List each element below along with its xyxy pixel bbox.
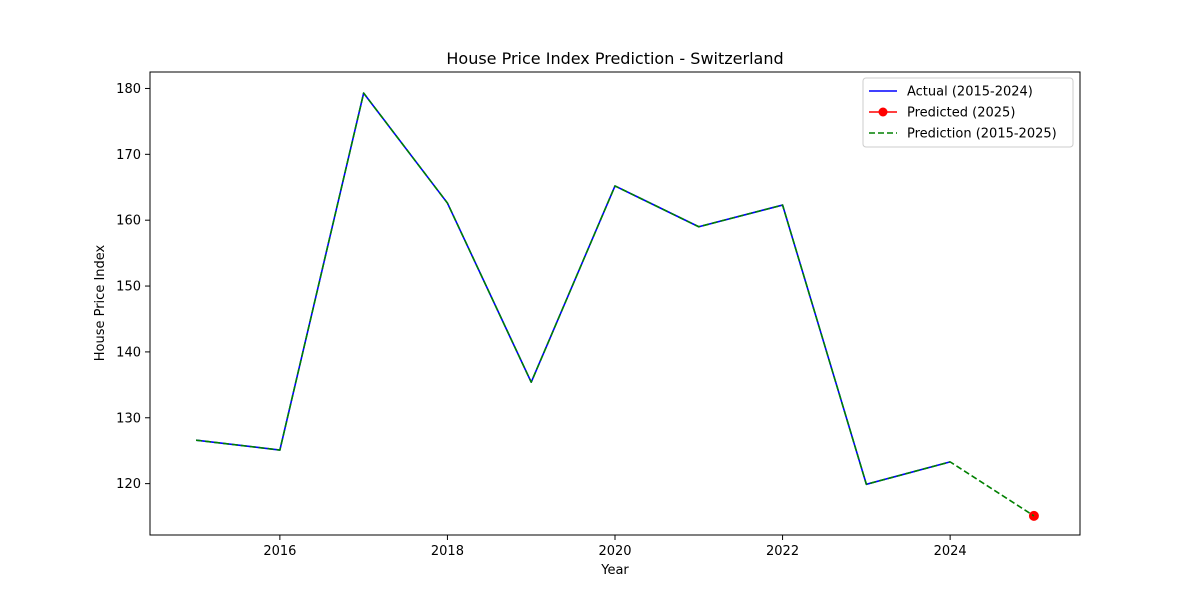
axes: 2016 2018 2020 2022 2024 120 130 140 150 160 170 18… (116, 71, 1081, 559)
y-tick-label: 140 (116, 345, 141, 360)
legend-label-0: Actual (2015-2024) (907, 85, 1033, 100)
y-axis-label: House Price Index (93, 244, 108, 361)
x-tick-label: 2024 (934, 544, 967, 559)
chart-title: House Price Index Prediction - Switzerla… (446, 49, 783, 68)
y-tick-label: 150 (116, 280, 141, 295)
x-tick-label: 2022 (766, 544, 799, 559)
x-tick-label: 2020 (598, 544, 631, 559)
y-tick-label: 180 (116, 82, 141, 97)
legend-marker-1 (878, 107, 888, 117)
x-tick-label: 2018 (431, 544, 464, 559)
x-axis-label: Year (600, 563, 629, 578)
series-line-2 (195, 92, 1035, 517)
plot-area (195, 92, 1039, 521)
legend-box (862, 77, 1074, 148)
y-tick-label: 120 (116, 477, 141, 492)
x-tick-label: 2016 (263, 544, 296, 559)
y-tick-label: 160 (116, 214, 141, 229)
legend-label-1: Predicted (2025) (907, 106, 1015, 121)
y-tick-label: 170 (116, 148, 141, 163)
y-tick-label: 130 (116, 411, 141, 426)
chart-legend: Actual (2015-2024) Predicted (2025) Predic… (862, 77, 1074, 148)
legend-label-2: Prediction (2015-2025) (907, 127, 1057, 142)
